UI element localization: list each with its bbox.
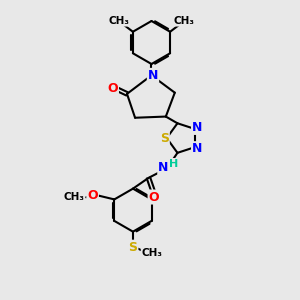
Text: CH₃: CH₃ xyxy=(174,16,195,26)
Text: S: S xyxy=(160,132,169,145)
Text: CH₃: CH₃ xyxy=(108,16,129,26)
Text: N: N xyxy=(192,121,202,134)
Text: O: O xyxy=(148,190,159,203)
Text: S: S xyxy=(128,241,137,254)
Text: O: O xyxy=(107,82,118,95)
Text: H: H xyxy=(169,159,178,169)
Text: N: N xyxy=(192,142,202,155)
Text: N: N xyxy=(158,161,169,174)
Text: N: N xyxy=(148,69,158,82)
Text: CH₃: CH₃ xyxy=(142,248,163,258)
Text: O: O xyxy=(87,189,98,202)
Text: CH₃: CH₃ xyxy=(64,192,85,202)
